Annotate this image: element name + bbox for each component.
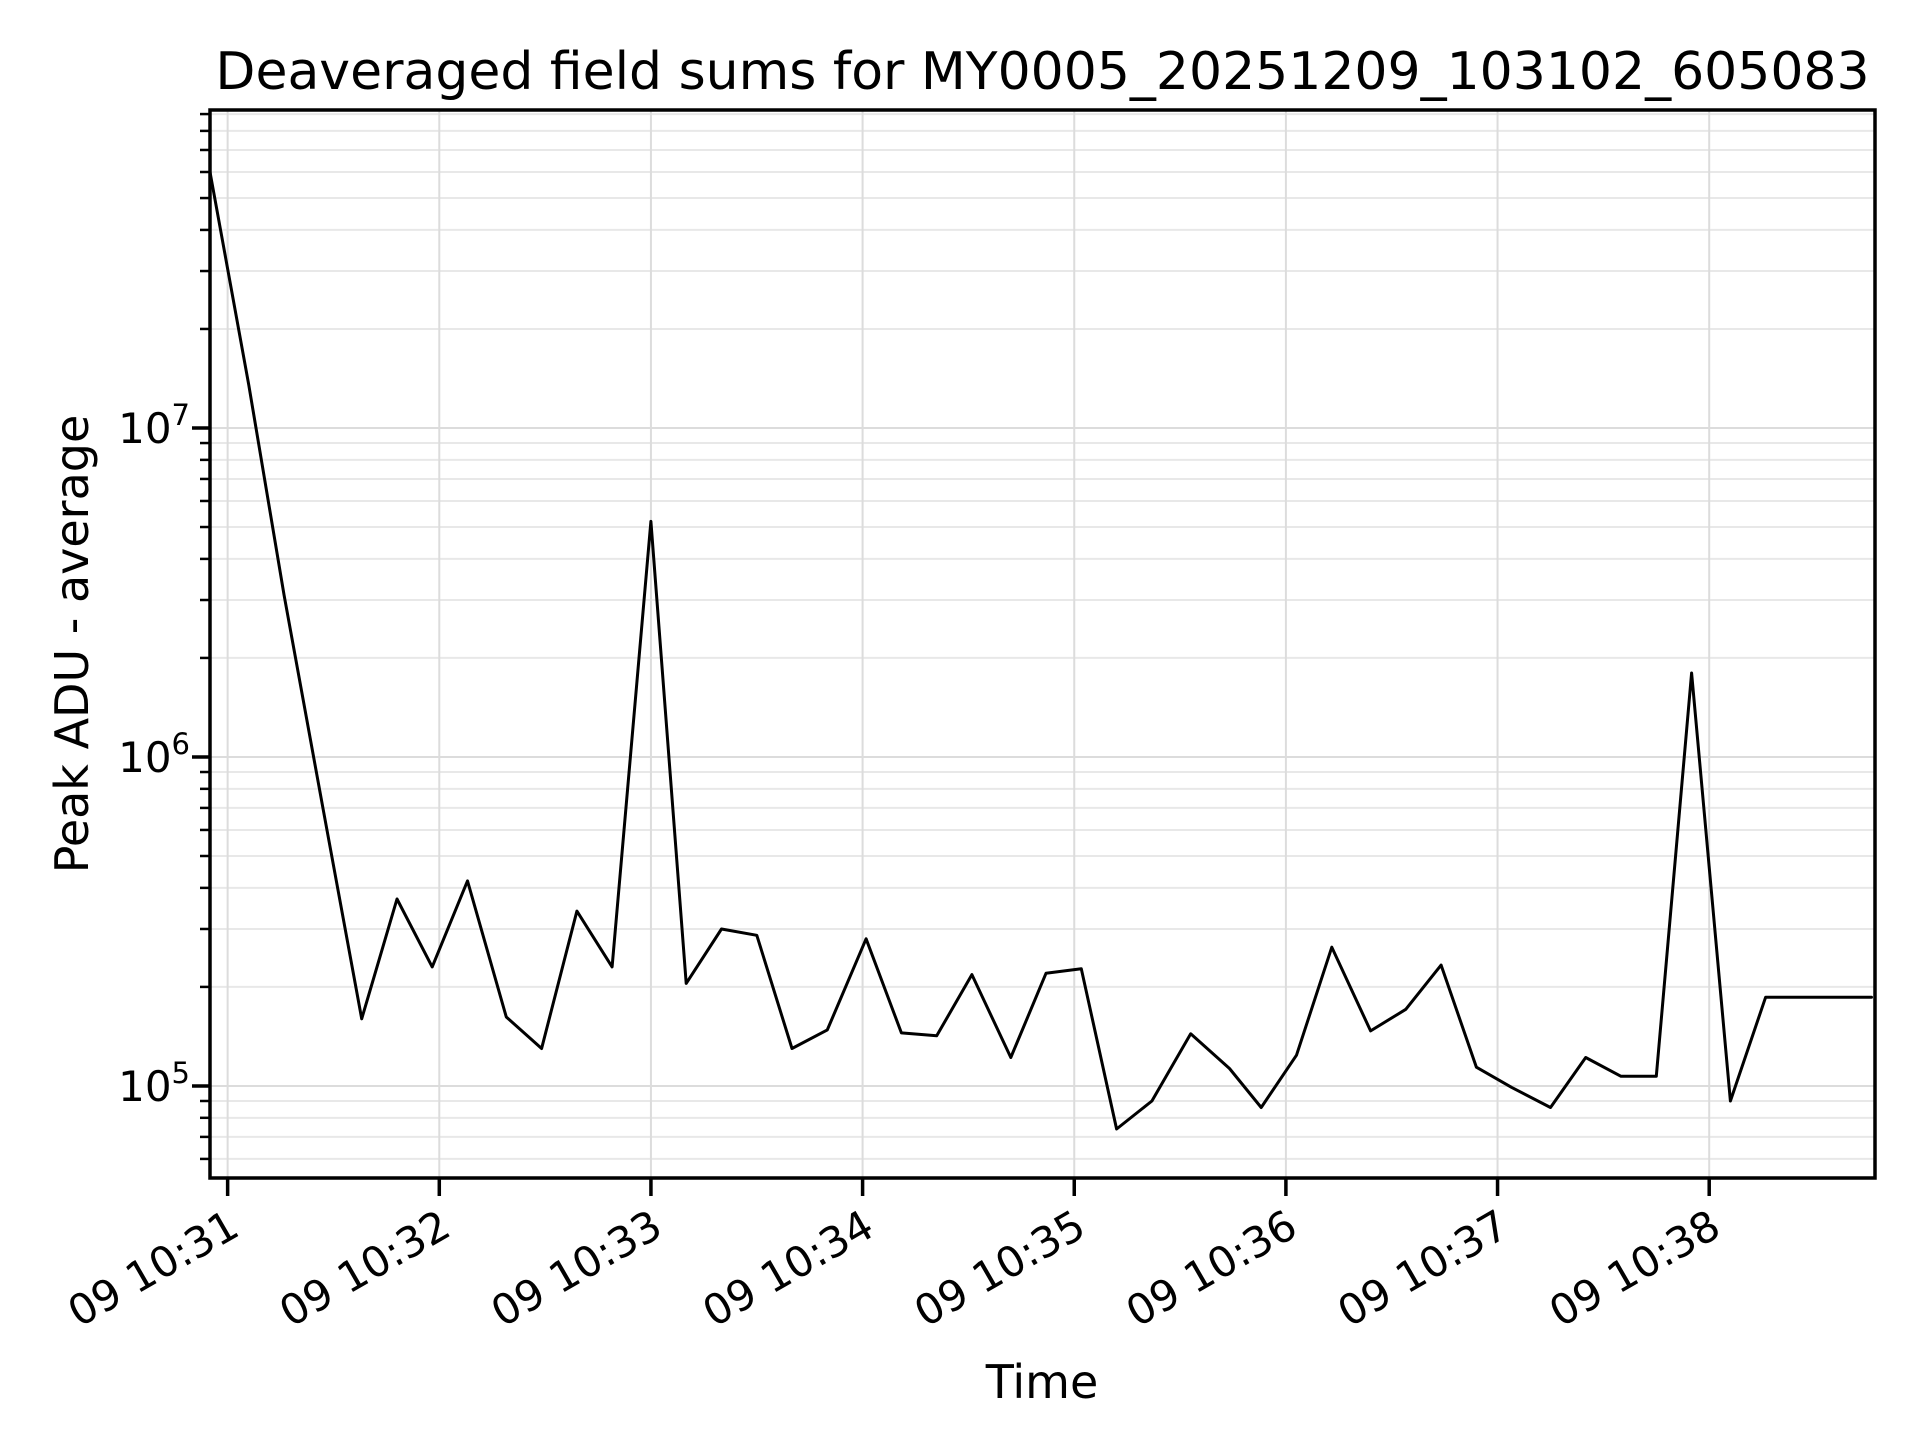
grid-minor	[210, 113, 1875, 1160]
x-tick-label: 09 10:38	[1541, 1200, 1728, 1336]
x-tick-labels: 09 10:31 09 10:32 09 10:33 09 10:34 09 10:35…	[59, 1200, 1728, 1336]
x-tick-label: 09 10:31	[59, 1200, 246, 1336]
y-tick-labels: 105 106 107	[118, 398, 190, 1111]
x-tick-label: 09 10:37	[1329, 1200, 1516, 1336]
x-axis-label: Time	[985, 1355, 1099, 1409]
x-tick-label: 09 10:33	[483, 1200, 670, 1336]
y-tick-label: 106	[118, 727, 190, 782]
tick-marks	[192, 112, 1711, 1196]
y-axis-label: Peak ADU - average	[45, 414, 99, 874]
x-tick-label: 09 10:34	[694, 1200, 881, 1336]
plot-frame	[208, 108, 1877, 1180]
x-tick-label: 09 10:36	[1118, 1200, 1305, 1336]
x-tick-label: 09 10:35	[906, 1200, 1093, 1336]
x-tick-label: 09 10:32	[271, 1200, 458, 1336]
y-tick-label: 105	[118, 1056, 190, 1111]
y-tick-label: 107	[118, 398, 190, 453]
chart-title: Deaveraged field sums for MY0005_2025120…	[215, 42, 1870, 102]
grid-major	[210, 110, 1875, 1178]
data-line	[208, 170, 1873, 1131]
